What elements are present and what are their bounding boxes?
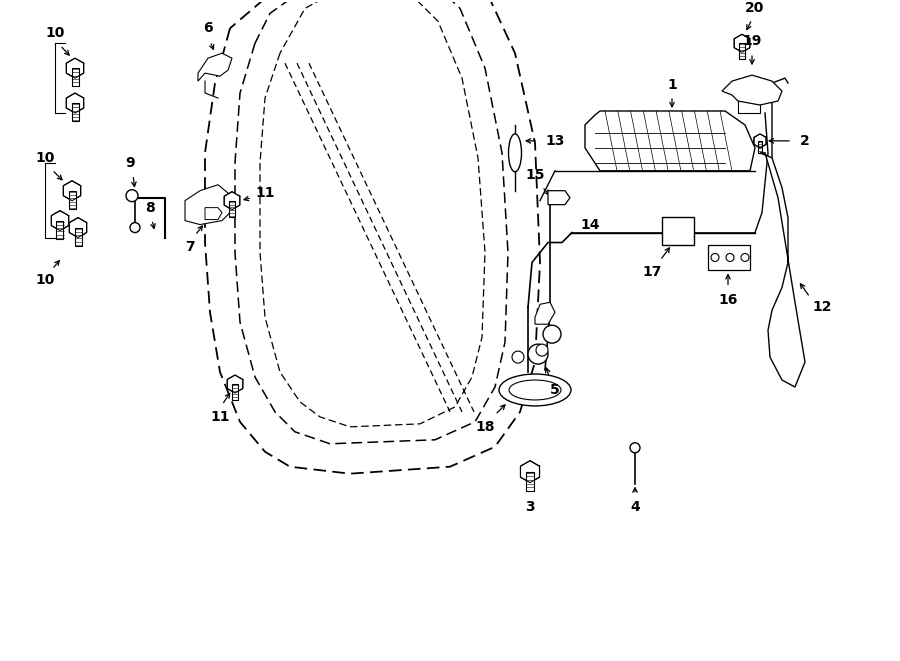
Polygon shape xyxy=(205,208,222,219)
Circle shape xyxy=(741,253,749,262)
Text: 1: 1 xyxy=(667,78,677,92)
Circle shape xyxy=(130,223,140,233)
Text: 20: 20 xyxy=(745,1,765,15)
Circle shape xyxy=(512,351,524,363)
Text: 8: 8 xyxy=(145,201,155,215)
Polygon shape xyxy=(51,211,68,231)
Bar xyxy=(75,227,82,245)
Circle shape xyxy=(126,190,138,202)
Text: 5: 5 xyxy=(550,383,560,397)
Circle shape xyxy=(536,344,548,356)
Bar xyxy=(758,141,762,153)
Polygon shape xyxy=(224,192,239,210)
Ellipse shape xyxy=(509,380,561,400)
Bar xyxy=(662,217,694,245)
Bar xyxy=(526,472,534,491)
Text: 10: 10 xyxy=(35,274,55,288)
Polygon shape xyxy=(535,302,555,324)
Text: 16: 16 xyxy=(718,293,738,307)
Text: 11: 11 xyxy=(256,186,274,200)
Ellipse shape xyxy=(499,374,571,406)
Text: 11: 11 xyxy=(211,410,230,424)
Bar xyxy=(68,191,76,209)
Polygon shape xyxy=(63,180,81,201)
Polygon shape xyxy=(67,93,84,113)
Text: 15: 15 xyxy=(526,168,544,182)
Polygon shape xyxy=(198,53,232,81)
Text: 12: 12 xyxy=(813,300,832,314)
Bar xyxy=(57,221,64,239)
Text: 4: 4 xyxy=(630,500,640,514)
Circle shape xyxy=(630,443,640,453)
Ellipse shape xyxy=(508,134,521,172)
Bar xyxy=(232,384,239,400)
Bar xyxy=(71,68,78,86)
Text: 17: 17 xyxy=(643,266,662,280)
Polygon shape xyxy=(520,461,539,483)
Polygon shape xyxy=(69,217,86,237)
Text: 3: 3 xyxy=(526,500,535,514)
Polygon shape xyxy=(734,34,750,52)
Text: 9: 9 xyxy=(125,156,135,170)
Polygon shape xyxy=(760,153,805,387)
Polygon shape xyxy=(708,245,750,270)
Bar xyxy=(739,43,745,59)
Text: 19: 19 xyxy=(742,34,761,48)
Text: 10: 10 xyxy=(35,151,55,165)
Circle shape xyxy=(528,344,548,364)
Text: 7: 7 xyxy=(185,241,194,254)
Text: 18: 18 xyxy=(475,420,495,434)
Polygon shape xyxy=(185,184,232,225)
Text: 10: 10 xyxy=(45,26,65,40)
Bar xyxy=(229,201,235,217)
Text: 13: 13 xyxy=(545,134,564,148)
Text: 2: 2 xyxy=(800,134,810,148)
Circle shape xyxy=(543,325,561,343)
Polygon shape xyxy=(67,58,84,78)
Text: 14: 14 xyxy=(580,217,599,231)
Polygon shape xyxy=(548,191,570,205)
Circle shape xyxy=(711,253,719,262)
Polygon shape xyxy=(754,134,766,148)
Bar xyxy=(71,103,78,121)
Polygon shape xyxy=(722,75,782,105)
Polygon shape xyxy=(227,375,243,393)
Polygon shape xyxy=(585,111,755,171)
Circle shape xyxy=(726,253,734,262)
Text: 6: 6 xyxy=(203,21,212,35)
